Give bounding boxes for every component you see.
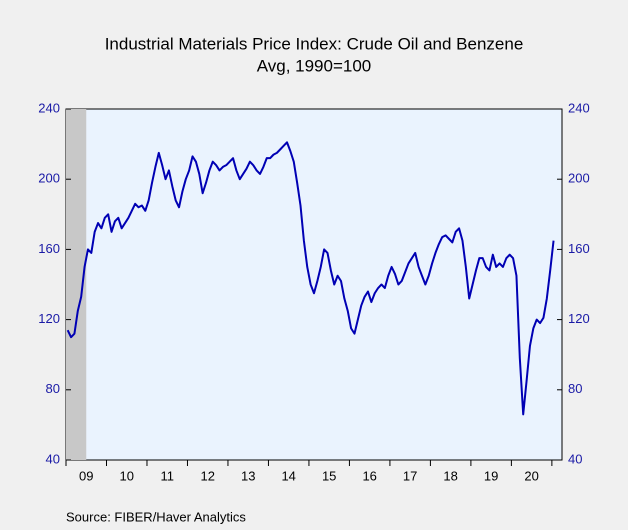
plot-marks: 40 80 120 160 200 240 40 80 120 160 200 240 09 10 11 12… [38,100,589,483]
x-tick-label: 20 [524,468,538,483]
y2-tick-label: 40 [568,451,582,466]
plot-area [65,108,563,461]
source-note: Source: FIBER/Haver Analytics [66,509,246,524]
chart-subtitle: Avg, 1990=100 [257,56,372,75]
x-tick-label: 10 [120,468,134,483]
x-tick-label: 18 [443,468,457,483]
y-tick-label: 120 [38,311,60,326]
x-tick-label: 12 [200,468,214,483]
y2-tick-label: 120 [568,311,590,326]
y2-tick-label: 80 [568,381,582,396]
x-tick-label: 17 [403,468,417,483]
y-tick-label: 200 [38,171,60,186]
x-tick-label: 14 [281,468,295,483]
x-tick-label: 19 [484,468,498,483]
y2-tick-label: 160 [568,241,590,256]
y-tick-label: 160 [38,241,60,256]
chart-title: Industrial Materials Price Index: Crude … [105,34,524,53]
x-tick-label: 11 [160,468,174,483]
x-tick-label: 15 [322,468,336,483]
x-tick-label: 16 [362,468,376,483]
recession-band [66,109,87,460]
x-tick-label: 09 [79,468,93,483]
data-line [66,141,555,416]
x-tick-label: 13 [241,468,255,483]
y2-tick-label: 240 [568,100,590,115]
y-tick-label: 40 [46,451,60,466]
recession-shading [66,109,87,460]
y-tick-label: 80 [46,381,60,396]
y-tick-label: 240 [38,100,60,115]
y2-tick-label: 200 [568,171,590,186]
